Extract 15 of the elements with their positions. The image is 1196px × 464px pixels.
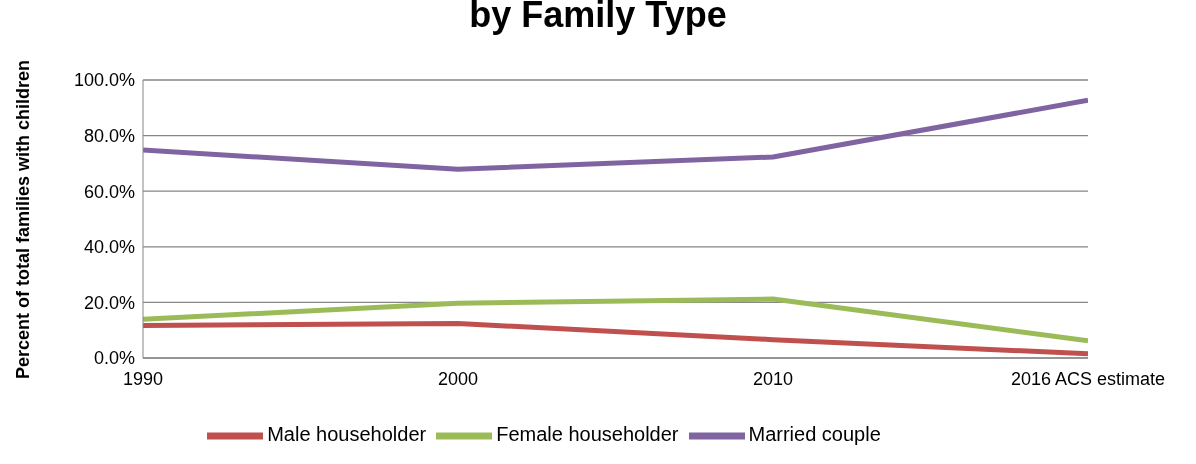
y-axis-title: Percent of total families with children bbox=[13, 59, 34, 379]
y-tick-label: 0.0% bbox=[93, 348, 135, 369]
y-tick-label: 60.0% bbox=[83, 181, 135, 202]
y-tick-label: 40.0% bbox=[83, 237, 135, 258]
chart-title: by Family Type bbox=[468, 0, 728, 36]
legend-label: Female householder bbox=[496, 423, 679, 446]
x-tick-label: 1990 bbox=[122, 368, 164, 389]
y-tick-label: 80.0% bbox=[83, 125, 135, 146]
y-tick-label: 100.0% bbox=[73, 70, 135, 91]
legend-label: Male householder bbox=[267, 423, 427, 446]
y-tick-label: 20.0% bbox=[83, 292, 135, 313]
x-tick-label: 2016 ACS estimate bbox=[1010, 368, 1166, 389]
x-tick-label: 2010 bbox=[752, 368, 794, 389]
x-tick-label: 2000 bbox=[437, 368, 479, 389]
legend-label: Married couple bbox=[748, 423, 881, 446]
